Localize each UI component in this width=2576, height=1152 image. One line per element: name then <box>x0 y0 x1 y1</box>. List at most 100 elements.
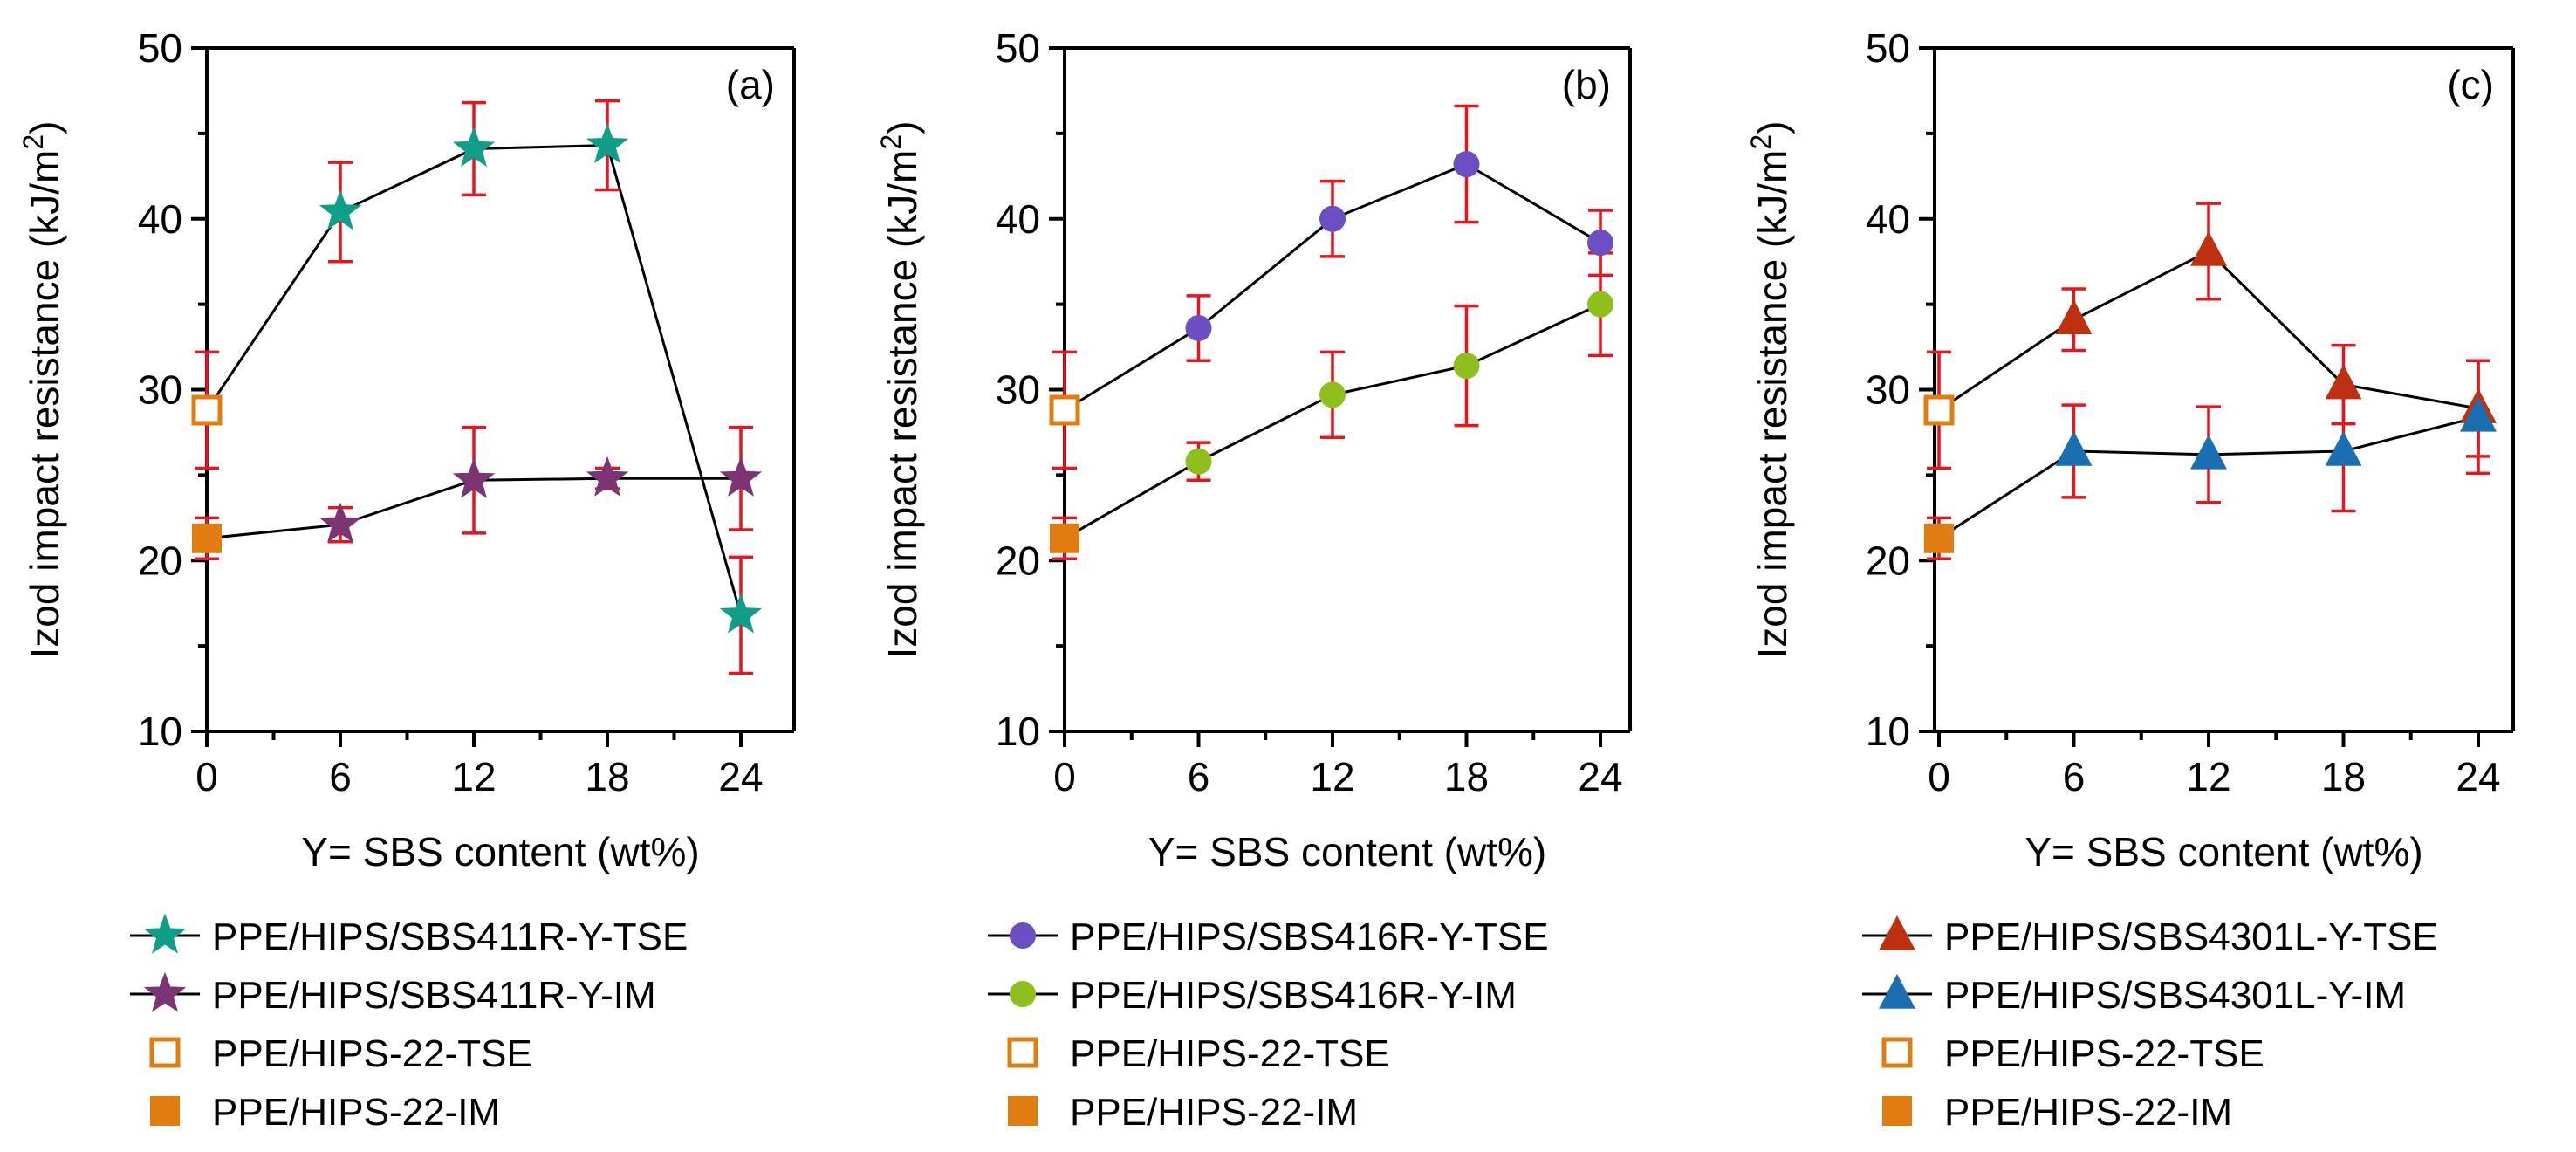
y-tick-label: 20 <box>996 538 1040 583</box>
x-axis-title: Y= SBS content (wt%) <box>1148 829 1546 874</box>
legend-marker <box>150 1096 180 1126</box>
data-point-series-1 <box>1453 151 1480 178</box>
legend-label: PPE/HIPS-22-IM <box>1070 1091 1358 1134</box>
data-point-series-1 <box>1185 315 1212 342</box>
data-point-series-1 <box>319 189 362 230</box>
x-tick-label: 6 <box>2063 754 2086 799</box>
data-point-series-1 <box>1587 230 1613 257</box>
legend-marker <box>143 913 187 954</box>
panel-a: 10 20 30 40 50 0 6 12 18 24 Y= SBS content (wt%) Iz… <box>17 25 796 1134</box>
panel-label: (c) <box>2447 62 2494 107</box>
y-axis-title: Izod impact resistance (kJ/m2) <box>17 121 67 659</box>
x-tick-label: 24 <box>718 754 763 799</box>
legend: PPE/HIPS/SBS4301L-Y-TSE PPE/HIPS/SBS4301L… <box>1862 915 2438 1134</box>
x-tick-label: 0 <box>1928 754 1950 799</box>
legend-label: PPE/HIPS-22-IM <box>1944 1091 2232 1134</box>
legend-marker <box>1879 915 1915 950</box>
x-tick-label: 12 <box>1310 754 1354 799</box>
legend-marker <box>149 1037 181 1068</box>
legend-label: PPE/HIPS/SBS411R-Y-IM <box>212 974 656 1017</box>
x-tick-label: 0 <box>1053 754 1076 799</box>
data-point-series-4 <box>1924 523 1954 553</box>
data-point-series-1 <box>1319 205 1346 232</box>
x-tick-label: 12 <box>451 754 496 799</box>
legend-label: PPE/HIPS/SBS4301L-Y-IM <box>1944 974 2406 1017</box>
legend-marker <box>1881 1037 1913 1068</box>
panel-b: 10 20 30 40 50 0 6 12 18 24 Y= SBS content (wt%) Iz… <box>875 25 1632 1134</box>
legend-marker <box>1007 1037 1038 1068</box>
x-tick-label: 0 <box>195 754 218 799</box>
data-point-series-1 <box>719 593 763 634</box>
data-point-series-1 <box>452 127 496 168</box>
data-point-series-2 <box>1185 448 1212 475</box>
data-point-series-3 <box>1923 394 1955 426</box>
legend-marker <box>1879 974 1915 1009</box>
data-point-series-2 <box>452 457 496 498</box>
legend-marker <box>1010 922 1036 949</box>
legend-marker <box>1008 1096 1038 1126</box>
legend-label: PPE/HIPS/SBS416R-Y-IM <box>1070 974 1517 1017</box>
y-tick-label: 10 <box>1866 709 1910 754</box>
data-point-series-4 <box>192 523 222 553</box>
legend-label: PPE/HIPS-22-TSE <box>212 1032 532 1075</box>
x-axis-title: Y= SBS content (wt%) <box>2024 829 2422 874</box>
legend-label: PPE/HIPS/SBS4301L-Y-TSE <box>1944 915 2438 958</box>
x-tick-label: 24 <box>2456 754 2500 799</box>
y-tick-label: 40 <box>996 196 1040 242</box>
y-tick-label: 10 <box>996 709 1040 754</box>
data-point-series-2 <box>319 502 362 543</box>
y-tick-label: 30 <box>138 367 182 413</box>
y-tick-label: 10 <box>138 709 182 754</box>
panel-label: (a) <box>726 62 775 107</box>
data-point-series-4 <box>1050 523 1079 553</box>
legend: PPE/HIPS/SBS416R-Y-TSE PPE/HIPS/SBS416R-Y… <box>988 915 1549 1134</box>
x-tick-label: 18 <box>1444 754 1489 799</box>
y-tick-label: 50 <box>138 25 182 71</box>
data-point-series-3 <box>1049 394 1080 426</box>
data-point-series-2 <box>1453 353 1480 380</box>
x-tick-label: 6 <box>329 754 352 799</box>
legend-label: PPE/HIPS-22-TSE <box>1944 1032 2264 1075</box>
data-point-series-2 <box>586 456 629 497</box>
data-point-series-2 <box>2325 430 2362 466</box>
x-axis-title: Y= SBS content (wt%) <box>301 829 699 874</box>
panel-c: 10 20 30 40 50 0 6 12 18 24 Y= SBS content (wt%) Iz… <box>1745 25 2515 1134</box>
data-point-series-1 <box>2325 364 2362 400</box>
data-point-series-2 <box>1319 381 1346 408</box>
data-point-series-2 <box>2055 430 2093 466</box>
data-point-series-2 <box>719 456 763 497</box>
legend: PPE/HIPS/SBS411R-Y-TSE PPE/HIPS/SBS411R-Y… <box>130 913 688 1134</box>
y-tick-label: 50 <box>1866 25 1910 71</box>
y-tick-label: 40 <box>138 196 182 242</box>
y-tick-label: 50 <box>996 25 1040 71</box>
legend-label: PPE/HIPS/SBS416R-Y-TSE <box>1070 915 1549 958</box>
x-tick-label: 6 <box>1188 754 1210 799</box>
x-tick-label: 18 <box>585 754 629 799</box>
legend-label: PPE/HIPS-22-TSE <box>1070 1032 1390 1075</box>
legend-marker <box>1882 1096 1912 1126</box>
series-line-1 <box>205 144 743 616</box>
panel-label: (b) <box>1562 62 1611 107</box>
y-axis-title: Izod impact resistance (kJ/m2) <box>1745 121 1795 659</box>
data-point-series-2 <box>2460 396 2497 432</box>
legend-label: PPE/HIPS-22-IM <box>212 1091 500 1134</box>
y-tick-label: 20 <box>1866 538 1910 583</box>
data-point-series-2 <box>1587 291 1613 318</box>
data-point-series-1 <box>2190 230 2227 266</box>
data-point-series-2 <box>2190 434 2227 470</box>
legend-marker <box>1010 981 1036 1007</box>
legend-label: PPE/HIPS/SBS411R-Y-TSE <box>212 915 688 958</box>
x-tick-label: 12 <box>2186 754 2230 799</box>
data-point-series-3 <box>191 394 223 426</box>
legend-marker <box>143 971 187 1012</box>
x-tick-label: 24 <box>1578 754 1622 799</box>
data-point-series-1 <box>2055 299 2093 335</box>
x-tick-label: 18 <box>2321 754 2366 799</box>
y-tick-label: 30 <box>1866 367 1910 413</box>
data-point-series-1 <box>586 123 629 164</box>
y-axis-title: Izod impact resistance (kJ/m2) <box>875 121 925 659</box>
y-tick-label: 20 <box>138 538 182 583</box>
y-tick-label: 40 <box>1866 196 1910 242</box>
y-tick-label: 30 <box>996 367 1040 413</box>
